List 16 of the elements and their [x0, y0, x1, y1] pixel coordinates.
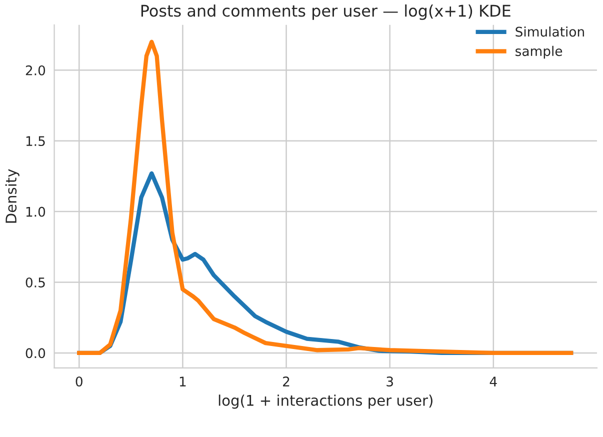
- x-tick-label: 4: [490, 376, 497, 386]
- x-tick-label: 3: [386, 376, 393, 386]
- x-axis-title: log(1 + interactions per user): [218, 394, 432, 409]
- y-tick-label: 1.0: [26, 206, 46, 217]
- legend-label: Simulation: [516, 26, 584, 37]
- y-axis-title: Density: [5, 169, 20, 223]
- x-tick-label: 2: [283, 376, 290, 386]
- y-tick-label: 0.5: [26, 277, 45, 288]
- legend-label: sample: [516, 46, 562, 59]
- y-tick-label: 0.0: [26, 348, 46, 358]
- line-series: [77, 40, 574, 356]
- x-tick-label: 1: [180, 376, 186, 386]
- x-tick-label: 0: [76, 376, 82, 386]
- y-tick-label: 1.5: [26, 136, 45, 146]
- chart-title: Posts and comments per user — log(x+1) KDE: [141, 4, 510, 20]
- y-tick-label: 2.0: [26, 65, 46, 76]
